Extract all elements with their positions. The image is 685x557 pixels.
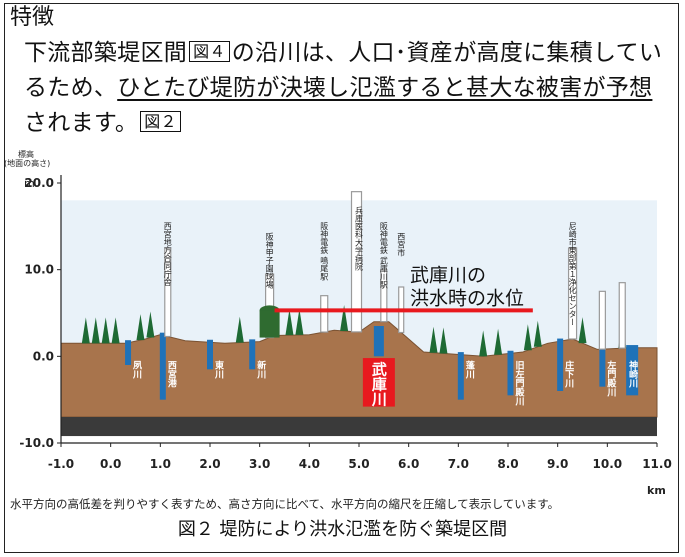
y-tick-label-2: 10.0	[24, 263, 54, 277]
x-tick-label-12: 10.0	[593, 457, 623, 471]
section-heading: 特徴	[10, 5, 55, 30]
building-4	[350, 191, 363, 333]
landmark-labels-layer: 西宮地方合同庁舎 阪神甲子園球場 阪神電鉄 鳴尾駅 兵庫医科大学病院 阪神電鉄 武庫川駅…	[163, 205, 577, 326]
x-tick-label-5: 3.0	[249, 457, 270, 471]
river-label-1: 夙川	[131, 361, 143, 380]
axes-layer: 標高(地面の高さ) m km 20.0 10.0 0.0 -10.0 -1.0 0.0 1.0 2.…	[4, 149, 672, 497]
tree-11	[429, 326, 438, 353]
tree-10	[340, 305, 349, 332]
river-labels-layer: 夙川 西宮港 東川 新川 武庫川 蓬川 旧左門殿川 庄下川 左門殿川 神崎川	[131, 358, 639, 407]
x-tick-label-2: 0.0	[100, 457, 121, 471]
x-axis-unit: km	[647, 484, 666, 497]
stadium-body	[259, 310, 280, 338]
tree-14	[494, 328, 503, 355]
river-channel-7	[507, 350, 514, 396]
tree-9	[295, 308, 304, 335]
tree-3	[101, 317, 110, 344]
landmark-label-4: 兵庫医科大学病院	[355, 205, 364, 271]
y-axis-label-line2: (地面の高さ)	[4, 158, 50, 168]
tree-17	[578, 317, 587, 344]
underlined-text: ひとたび堤防が決壊し氾濫すると甚大な被害が予想	[117, 75, 653, 101]
tree-16	[533, 320, 542, 347]
river-channel-6	[457, 352, 464, 400]
highlight-river-box	[362, 358, 395, 407]
description-text: 下流部築堤区間 図４ の沿川は、人口･資産が高度に集積しているため、ひとたび堤防が決…	[24, 36, 674, 141]
text-segment-1: 下流部築堤区間	[24, 40, 188, 66]
landmark-label-5: 阪神電鉄 武庫川駅	[379, 222, 388, 290]
river-label-3: 東川	[213, 360, 225, 380]
river-channel-8	[557, 338, 564, 391]
river-label-4: 新川	[255, 360, 267, 380]
rivers-layer	[125, 326, 639, 400]
flood-level-label-line1: 武庫川の	[410, 264, 486, 286]
y-tick-label-1: 20.0	[24, 176, 54, 190]
y-axis-unit: m	[24, 177, 35, 190]
x-tick-label-3: 1.0	[150, 457, 171, 471]
x-tick-label-1: -1.0	[48, 457, 74, 471]
tree-6	[146, 311, 155, 338]
river-label-9: 左門殿川	[605, 360, 617, 398]
building-1	[164, 247, 172, 338]
building-7	[567, 247, 578, 340]
river-channel-10	[626, 345, 639, 396]
x-tick-label-8: 6.0	[398, 457, 419, 471]
y-axis-label-line1: 標高	[18, 149, 34, 159]
tree-7	[235, 316, 244, 343]
tree-8	[285, 309, 294, 336]
landmark-label-2: 阪神甲子園球場	[265, 232, 274, 289]
x-tick-label-7: 5.0	[348, 457, 369, 471]
x-tick-label-6: 4.0	[299, 457, 320, 471]
x-tick-label-13: 11.0	[642, 457, 672, 471]
tree-1	[81, 317, 90, 344]
figure-caption: 図２ 堤防により洪水氾濫を防ぐ築堤区間	[177, 519, 508, 540]
river-label-8: 庄下川	[563, 360, 575, 389]
scale-note: 水平方向の高低差を判りやすく表すため、高さ方向に比べて、水平方向の縮尺を圧縮して…	[10, 497, 560, 511]
x-tick-label-11: 9.0	[547, 457, 568, 471]
river-label-7: 旧左門殿川	[513, 360, 525, 407]
tree-5	[136, 314, 145, 341]
river-channel-5	[373, 326, 384, 357]
x-tick-label-10: 8.0	[497, 457, 518, 471]
building-8	[598, 290, 606, 350]
landmark-label-7: 尼崎市東部第１浄化センター	[568, 222, 577, 326]
landmark-label-3: 阪神電鉄 鳴尾駅	[320, 222, 329, 282]
figure-reference-4[interactable]: 図４	[189, 41, 230, 62]
figure-frame	[4, 3, 679, 553]
x-tick-label-4: 2.0	[199, 457, 220, 471]
river-label-6: 蓬川	[464, 360, 476, 380]
building-5	[380, 269, 388, 323]
text-segment-2: の沿川は、人口･資産が高度に集積しているため、	[24, 40, 663, 101]
x-tick-label-9: 7.0	[448, 457, 469, 471]
tree-12	[439, 327, 448, 354]
river-channel-3	[207, 339, 213, 370]
figure-reference-2[interactable]: 図２	[140, 111, 181, 132]
landmark-label-1: 西宮地方合同庁舎	[163, 222, 172, 287]
y-tick-label-4: -10.0	[19, 436, 54, 450]
building-3	[320, 295, 329, 333]
river-channel-4	[249, 339, 256, 370]
tree-15	[523, 324, 532, 351]
river-channel-2	[159, 332, 166, 400]
river-channel-9	[599, 346, 606, 387]
buildings-layer	[164, 191, 626, 350]
building-9	[618, 282, 626, 349]
tree-2	[91, 317, 100, 344]
foundation-layer	[61, 417, 657, 437]
river-label-10: 神崎川	[627, 360, 639, 389]
tree-13	[479, 330, 488, 357]
trees-layer	[81, 305, 627, 357]
river-label-5: 武庫川	[370, 361, 388, 407]
tree-4	[111, 317, 120, 344]
flood-level-label-line2: 洪水時の水位	[410, 287, 524, 309]
river-channel-1	[125, 340, 132, 365]
landmark-label-6: 西宮市	[397, 232, 406, 257]
text-segment-4: されます。	[24, 110, 139, 136]
y-tick-label-3: 0.0	[33, 349, 54, 363]
river-label-2: 西宮港	[166, 361, 177, 389]
